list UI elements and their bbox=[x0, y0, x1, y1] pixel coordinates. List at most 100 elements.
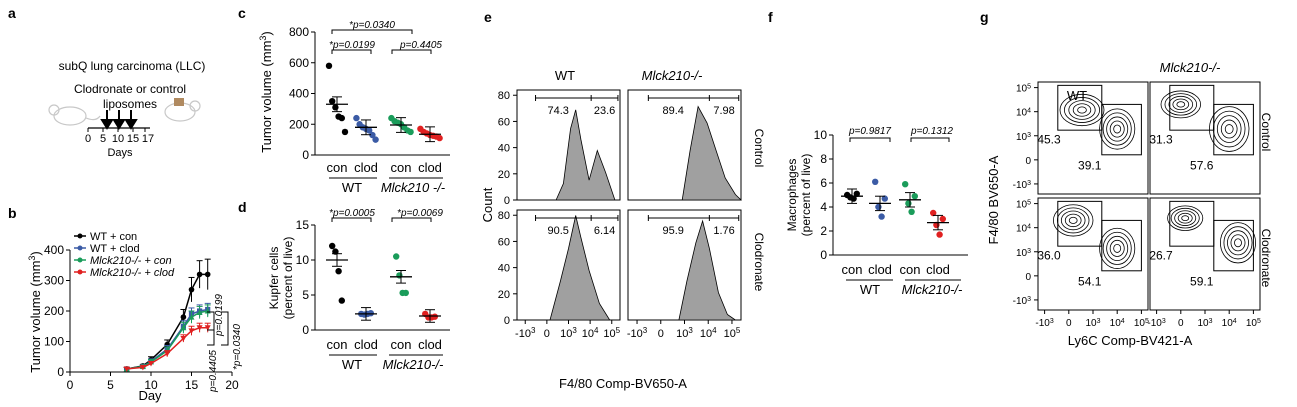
d-point bbox=[431, 313, 438, 320]
g-contour bbox=[1113, 124, 1122, 134]
g-x-tick-exponent: 4 bbox=[1233, 318, 1237, 325]
g-contour bbox=[1068, 100, 1096, 120]
b-x-tick-label: 15 bbox=[185, 378, 199, 392]
e-x-tick-label: 104 bbox=[700, 326, 717, 341]
d-group-wt: WT bbox=[342, 357, 362, 372]
g-contour bbox=[1224, 124, 1234, 134]
f-point bbox=[902, 181, 909, 188]
d-y-tick-label: 5 bbox=[302, 288, 309, 302]
g-contour bbox=[1099, 227, 1136, 269]
b-y-tick-label: 400 bbox=[44, 243, 64, 257]
d-y-tick-label: 10 bbox=[296, 253, 310, 267]
g-contour bbox=[1068, 216, 1078, 224]
g-y-tick-exponent: 3 bbox=[1027, 131, 1031, 138]
g-y-tick-label: -103 bbox=[1013, 295, 1031, 307]
c-y-tick-label: 600 bbox=[289, 56, 309, 70]
g-y-tick-label: 104 bbox=[1016, 107, 1031, 119]
b-point bbox=[123, 366, 130, 372]
g-contour bbox=[1102, 112, 1132, 146]
timeline-tick-0: 0 bbox=[85, 133, 91, 145]
c-point bbox=[366, 127, 373, 134]
g-contour bbox=[1230, 234, 1246, 252]
g-contour bbox=[1208, 106, 1250, 152]
panel-a-schematic: subQ lung carcinoma (LLC) Clodronate or … bbox=[48, 59, 206, 159]
f-y-tick-label: 4 bbox=[820, 200, 827, 214]
g-contour bbox=[1172, 98, 1190, 111]
e-col-title-ko: Mlck210-/- bbox=[642, 68, 703, 83]
f-category-label: clod bbox=[868, 262, 892, 277]
e-x-label: F4/80 Comp-BV650-A bbox=[559, 376, 687, 391]
b-legend-label-1: WT + clod bbox=[90, 243, 140, 255]
g-contour bbox=[1102, 231, 1132, 265]
c-pvalue-0340: *p=0.0340 bbox=[349, 20, 395, 31]
f-y-tick-label: 10 bbox=[814, 128, 828, 142]
d-group-ko: Mlck210-/- bbox=[383, 357, 444, 372]
g-contour bbox=[1176, 101, 1186, 108]
c-group-ko: Mlck210 -/- bbox=[381, 180, 446, 195]
d-category-label: con bbox=[327, 337, 348, 352]
e-y-tick-label: 20 bbox=[498, 289, 510, 301]
e-histogram bbox=[549, 215, 611, 321]
e-x-tick-label: 105 bbox=[724, 326, 741, 341]
timeline-tick-15: 15 bbox=[127, 133, 139, 145]
f-point bbox=[853, 190, 860, 197]
e-y-tick-label: 60 bbox=[498, 116, 510, 128]
g-x-tick-label: 103 bbox=[1085, 318, 1100, 330]
g-contour bbox=[1220, 119, 1238, 139]
c-y-tick-label: 400 bbox=[289, 87, 309, 101]
f-category-label: clod bbox=[926, 262, 950, 277]
panel-label-e: e bbox=[484, 9, 492, 25]
c-point bbox=[325, 62, 333, 70]
g-contour bbox=[1212, 110, 1246, 148]
d-pvalue-0005: *p=0.0005 bbox=[329, 208, 375, 219]
e-x-tick-label: -103 bbox=[627, 326, 648, 341]
f-point bbox=[875, 203, 882, 211]
timeline-label: Days bbox=[107, 147, 133, 159]
g-gate-right bbox=[1213, 103, 1254, 156]
e-x-tick-label: 0 bbox=[658, 328, 664, 340]
c-pvalue-0199: *p=0.0199 bbox=[329, 40, 375, 51]
g-contour bbox=[1099, 108, 1136, 150]
b-x-tick-label: 10 bbox=[144, 378, 158, 392]
c-category-label: con bbox=[327, 160, 348, 175]
d-point bbox=[367, 310, 374, 317]
g-gate-value-right: 57.6 bbox=[1190, 158, 1214, 172]
timeline-tick-17: 17 bbox=[142, 133, 154, 145]
f-point bbox=[930, 209, 937, 217]
panel-e-flow-histograms: WT Mlck210-/- Control Clodronate Count F… bbox=[480, 68, 766, 391]
g-y-tick-label: 104 bbox=[1016, 223, 1031, 235]
g-contour bbox=[1052, 204, 1094, 237]
e-x-tick-exponent: 3 bbox=[643, 326, 648, 335]
timeline-tick-10: 10 bbox=[112, 133, 124, 145]
c-point bbox=[341, 128, 349, 136]
schematic-line-1: subQ lung carcinoma (LLC) bbox=[59, 59, 206, 73]
g-y-tick-label: 103 bbox=[1016, 247, 1031, 259]
b-pvalue-0340: *p=0.0340 bbox=[232, 324, 243, 370]
g-x-tick-exponent: 3 bbox=[1050, 318, 1054, 325]
e-y-tick-label: 60 bbox=[498, 236, 510, 248]
g-y-tick-label: 105 bbox=[1016, 199, 1031, 211]
b-point bbox=[196, 309, 203, 316]
g-x-tick-label: 0 bbox=[1066, 318, 1072, 329]
g-contour bbox=[1060, 210, 1086, 231]
c-pvalue-4405: p=0.4405 bbox=[399, 40, 442, 51]
f-point bbox=[936, 231, 943, 238]
e-x-tick-exponent: 3 bbox=[688, 326, 693, 335]
e-row-title-clodronate: Clodronate bbox=[752, 233, 766, 292]
g-y-tick-exponent: 3 bbox=[1027, 295, 1031, 302]
b-legend-label-2: Mlck210-/- + con bbox=[90, 255, 172, 267]
b-legend-marker bbox=[77, 269, 83, 275]
e-y-tick-label: 40 bbox=[498, 263, 510, 275]
panel-d-scatter: 0 5 10 15 Kupfer cells (percent of live) co… bbox=[267, 208, 450, 372]
b-point bbox=[204, 325, 211, 331]
g-contour bbox=[1234, 238, 1242, 248]
g-y-tick-label: -103 bbox=[1013, 179, 1031, 191]
c-group-wt: WT bbox=[342, 180, 362, 195]
panel-label-b: b bbox=[8, 205, 17, 221]
panel-label-g: g bbox=[980, 9, 989, 25]
b-point bbox=[180, 314, 187, 320]
g-gate-value-left: 36.0 bbox=[1037, 249, 1061, 263]
b-legend-label-3: Mlck210-/- + clod bbox=[90, 267, 175, 279]
g-y-tick-exponent: 3 bbox=[1027, 247, 1031, 254]
b-point bbox=[180, 335, 187, 342]
